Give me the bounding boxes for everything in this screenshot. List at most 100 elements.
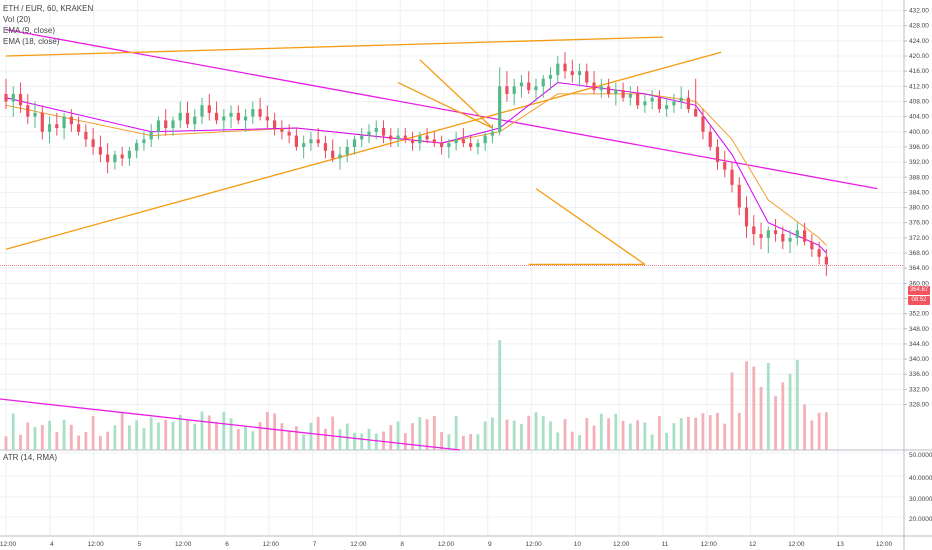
candle-body [628,93,632,98]
time-tick-label: 11 [662,541,669,548]
volume-bar [353,432,356,450]
volume-bar [98,436,102,450]
time-tick-label: 12:00 [0,541,17,548]
candle-body [113,154,117,163]
candle-body [302,143,306,147]
price-tick-label: 368.00 [909,250,929,257]
volume-bar [824,412,828,450]
volume-bar [222,411,226,450]
time-tick-label: 10 [574,541,582,548]
volume-bar [135,420,139,450]
volume-bar [585,418,589,450]
ema-fast-line [5,82,827,254]
candle-body [258,109,262,117]
candle-body [106,154,110,163]
trendline [535,188,646,265]
time-tick-label: 9 [488,541,492,548]
candle-body [759,234,763,238]
time-tick-label: 5 [138,541,142,548]
volume-bar [752,366,756,450]
volume-bar [694,417,698,450]
volume-bar [781,382,785,450]
volume-bar [84,431,88,450]
candle-body [309,139,313,144]
volume-bar [476,434,480,450]
volume-bar [11,413,15,450]
volume-bar [26,422,30,450]
atr-tick-label: 40.0000 [909,475,932,482]
candle-body [374,128,378,132]
price-tick-label: 432.00 [909,8,929,15]
candle-body [171,120,175,129]
volume-bar [570,431,574,450]
volume-bar [628,423,632,450]
candle-body [469,143,473,147]
price-tick-label: 384.00 [909,189,929,196]
candle-body [519,82,524,87]
price-tick-label: 412.00 [909,83,929,90]
candle-body [425,135,429,140]
time-tick-label: 12:00 [263,541,280,548]
volume-bar [309,422,313,450]
price-tick-label: 392.00 [909,159,929,166]
volume-bar [69,424,73,450]
candle-body [294,135,298,147]
volume-bar [382,431,385,450]
volume-bar [345,423,349,450]
candle-body [69,116,73,125]
candle-body [548,74,553,79]
candle-body [636,93,640,106]
volume-bar [265,411,269,450]
candle-body [643,101,647,106]
volume-bar [280,423,284,450]
volume-bar [810,420,814,450]
candle-body [730,169,734,185]
volume-bar [77,435,80,450]
volume-bar [128,425,131,450]
volume-bar [592,425,596,450]
candle-body [251,109,255,117]
volume-bar [236,429,240,450]
candle-body [723,162,727,170]
price-tick-label: 380.00 [909,205,929,212]
candle-body [360,135,364,140]
candle-body [127,150,132,159]
volume-bar [607,418,610,450]
price-tick-label: 360.00 [909,280,929,287]
candle-body [476,143,480,147]
atr-tick-label: 50.0000 [909,452,932,459]
candle-body [686,97,691,110]
candle-body [345,146,349,155]
time-tick-label: 12:00 [701,541,718,548]
candle-body [84,131,88,140]
volume-bar [142,428,146,450]
candle-body [193,116,197,125]
price-tick-label: 348.00 [909,326,929,333]
time-tick-label: 12:00 [788,541,805,548]
time-axis: 12:00 4 12:00 5 12:00 6 12:00 7 12:00 8 12:00 9 12:0… [0,541,893,548]
volume-bar [200,411,204,450]
candle-body [592,82,596,91]
volume-bar [302,434,306,450]
volume-bar [171,421,175,450]
volume-bar [672,423,676,450]
volume-bar [636,420,640,450]
volume-bar [411,423,414,450]
candle-body [585,71,589,83]
volume-bar [599,413,603,450]
candle-body [4,93,8,102]
volume-bar [730,372,734,450]
volume-bar [91,415,95,450]
volume-bar [578,435,581,450]
trendlines [5,28,878,266]
volume-bar [498,340,502,450]
volume-bar [229,418,233,450]
candle-body [236,112,240,121]
candle-body [352,139,357,147]
volume-bar [650,434,654,450]
volume-bar [338,429,342,450]
volume-bar [360,433,364,450]
candle-body [577,71,582,75]
price-tick-label: 328.00 [909,402,929,409]
